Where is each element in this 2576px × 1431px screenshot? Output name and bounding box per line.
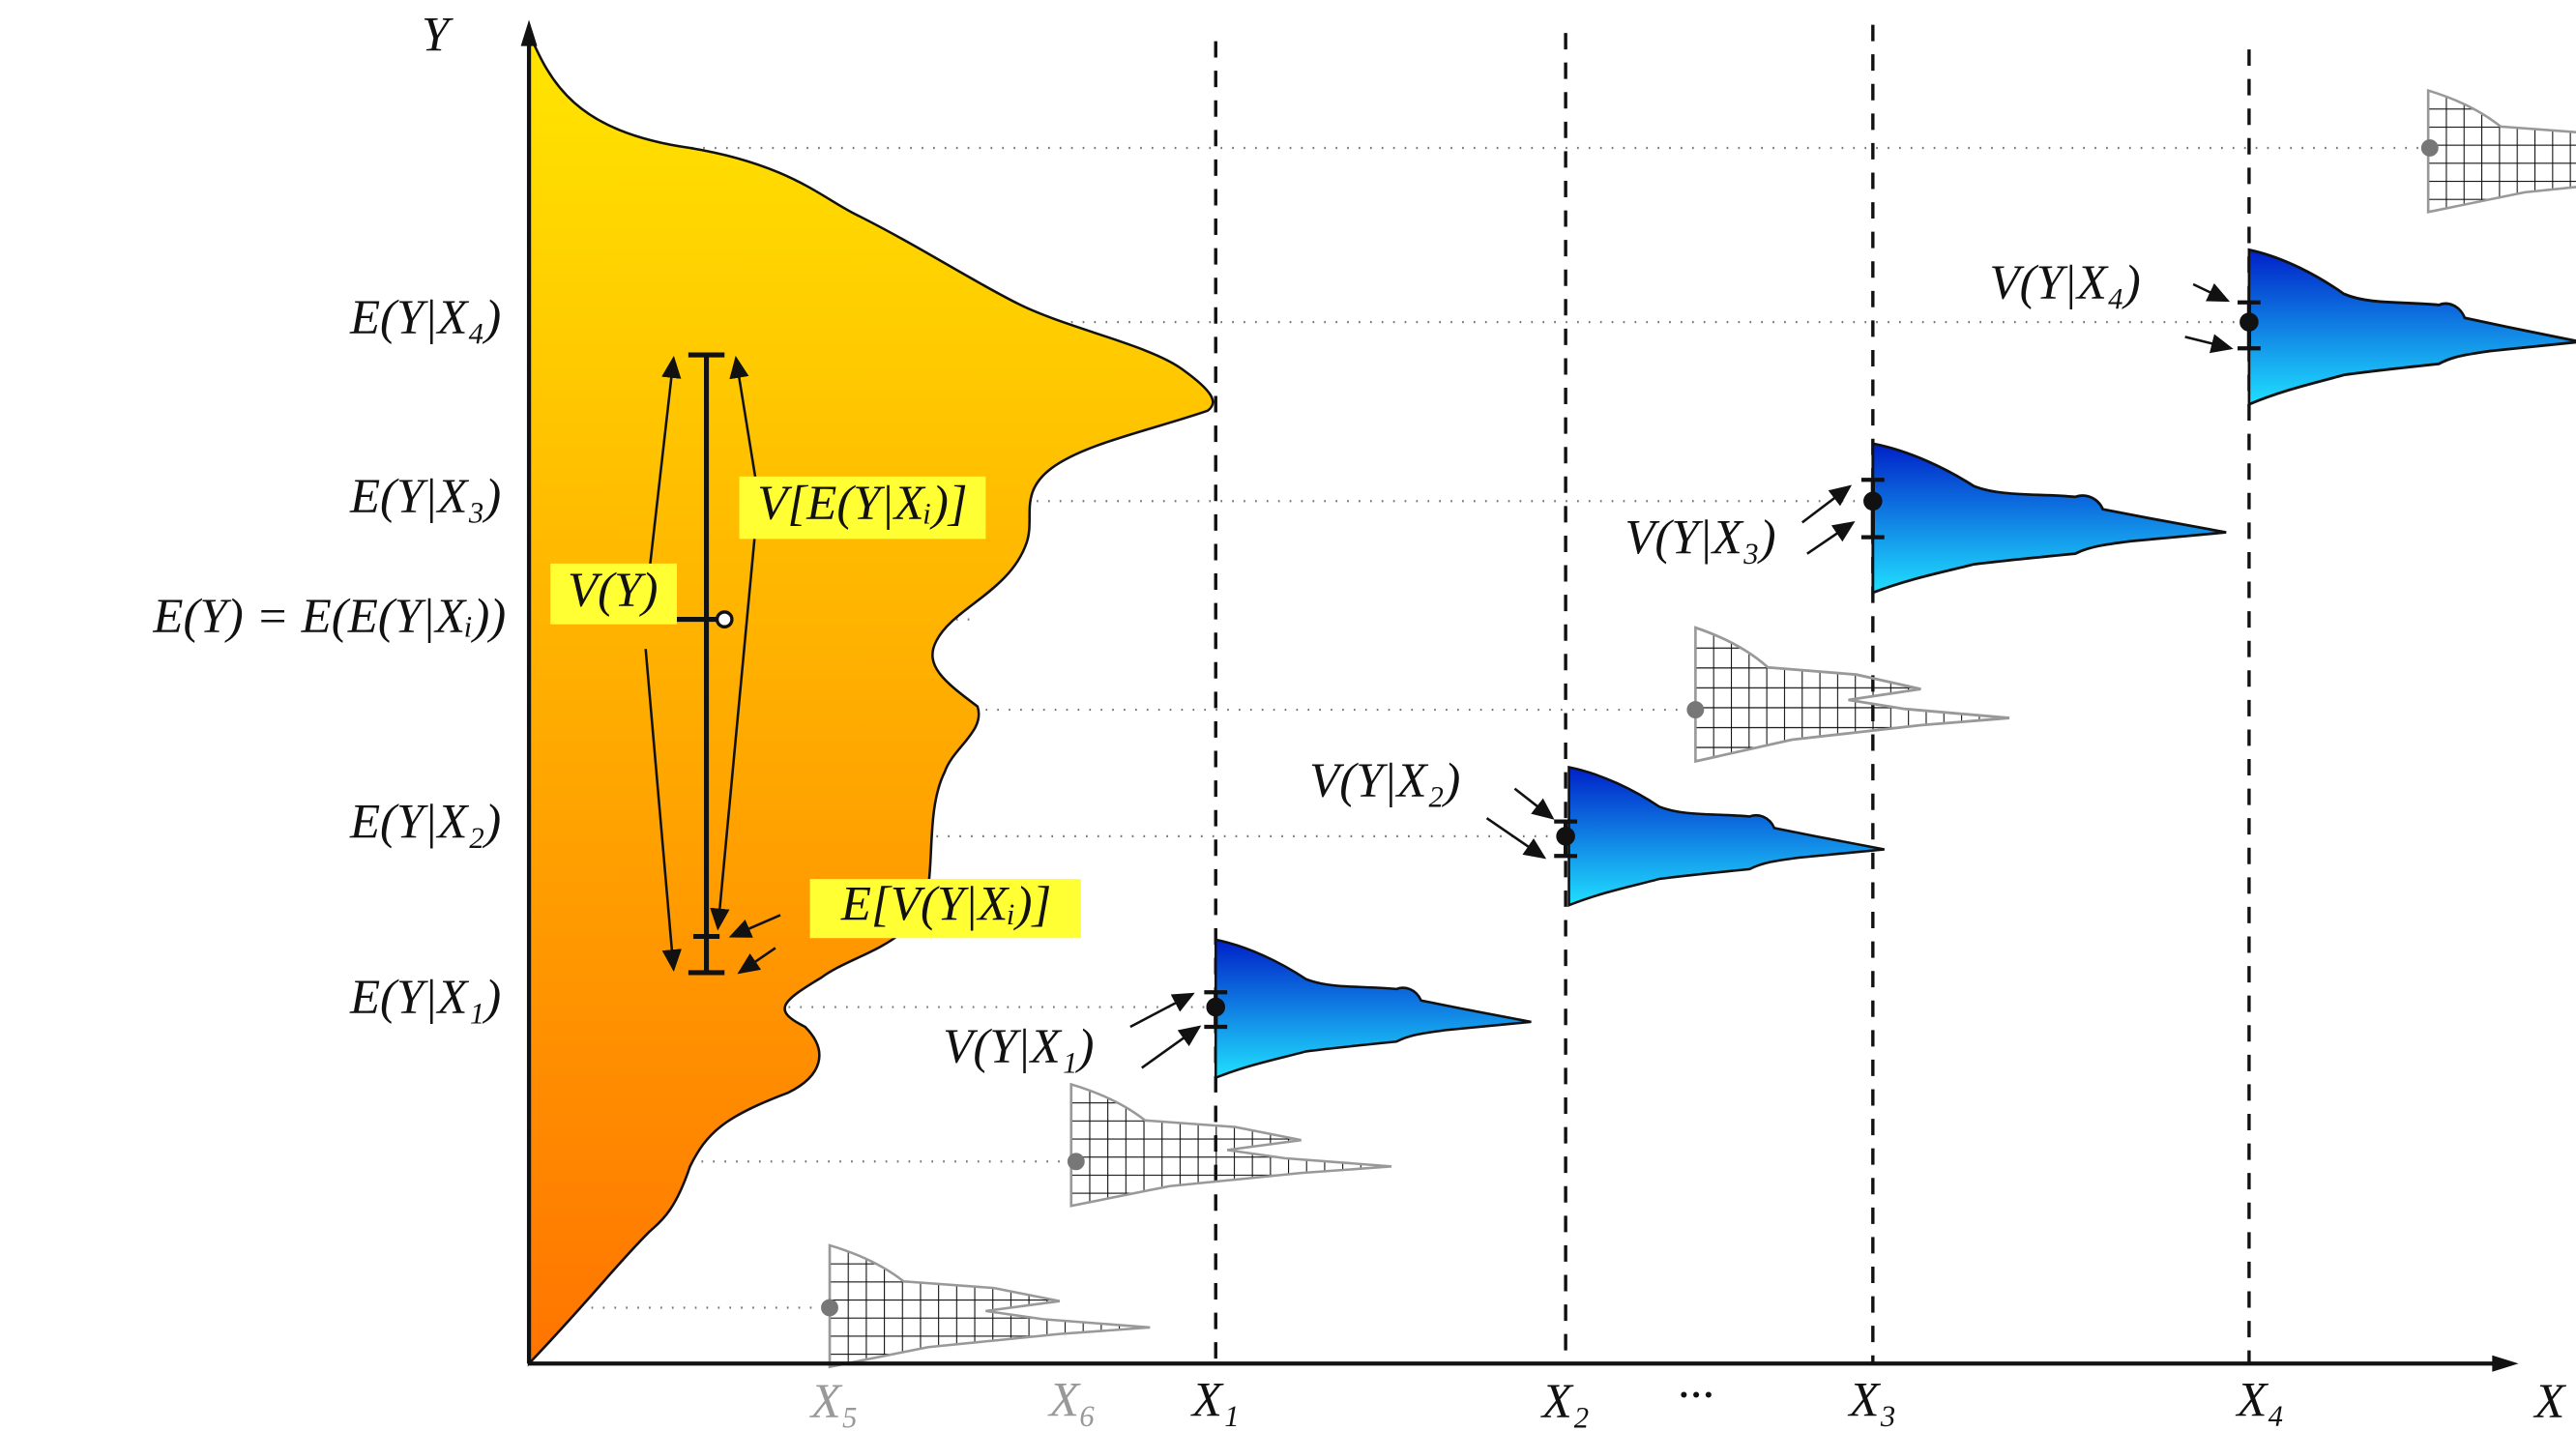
x-label: X₆ <box>1047 1373 1097 1427</box>
x-label: X₂ <box>1540 1375 1590 1429</box>
x-label: X₅ <box>809 1375 859 1429</box>
annotation: V(Y) <box>568 564 658 618</box>
x-label: X₄ <box>2235 1373 2284 1427</box>
annotation: E[V(Y|Xᵢ)] <box>840 877 1051 931</box>
x-axis-label: X <box>2532 1375 2566 1429</box>
y-label: E(Y|X₄) <box>349 291 501 345</box>
annotation: V(Y|X₂) <box>1309 754 1460 808</box>
y-label: E(Y|X₃) <box>349 470 501 524</box>
labels: Y X E(Y|X₄) E(Y|X₃) E(Y) = E(E(Y|Xᵢ)) E(… <box>152 9 2566 1430</box>
annotation: V(Y|X₁) <box>943 1020 1094 1074</box>
diagram: Y X E(Y|X₄) E(Y|X₃) E(Y) = E(E(Y|Xᵢ)) E(… <box>0 0 2576 1431</box>
x-label: ··· <box>1677 1368 1713 1422</box>
annotation: V[E(Y|Xᵢ)] <box>757 477 967 531</box>
x-label: X₃ <box>1847 1373 1896 1427</box>
y-axis-label: Y <box>422 9 454 63</box>
x-label: X₁ <box>1190 1373 1240 1427</box>
annotation: V(Y|X₃) <box>1625 511 1775 565</box>
y-label: E(Y|X₂) <box>349 795 501 849</box>
y-label: E(Y|X₁) <box>349 971 501 1025</box>
y-label: E(Y) = E(E(Y|Xᵢ)) <box>152 590 506 644</box>
annotation: V(Y|X₄) <box>1989 256 2140 310</box>
conditional-densities <box>830 91 2576 1367</box>
